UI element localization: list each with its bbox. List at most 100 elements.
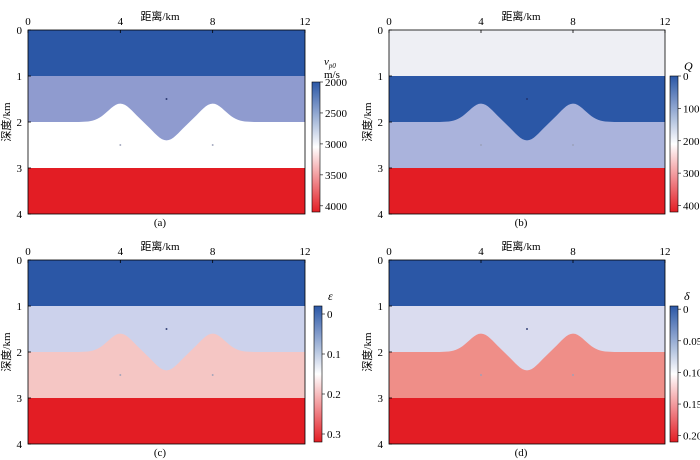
panel-label: (c) xyxy=(154,447,167,459)
colorbar-tick-label: 2500 xyxy=(325,108,348,120)
colorbar-tick-label: 0 xyxy=(683,71,689,83)
layer-top xyxy=(28,260,305,306)
y-axis-title: 深度/km xyxy=(360,102,374,142)
colorbar-title-main: v xyxy=(324,56,329,68)
layer-top xyxy=(389,30,665,76)
colorbar-title: ε xyxy=(328,289,333,303)
colorbar-tick-label: 3000 xyxy=(325,139,348,151)
x-tick-label: 8 xyxy=(210,16,216,28)
layer-bottom xyxy=(389,398,665,444)
x-axis-title: 距离/km xyxy=(140,239,180,253)
chart-panel-4: 0 4 8 12距离/km01234深度/km(d)00.050.100.150.20… xyxy=(360,239,700,459)
model-point xyxy=(165,328,168,330)
colorbar xyxy=(669,75,679,213)
colorbar-tick-label: 200 xyxy=(683,136,700,148)
colorbar-tick-label: 0.3 xyxy=(327,429,341,441)
x-tick-label: 0 xyxy=(25,16,31,28)
x-tick-label: 12 xyxy=(660,246,671,258)
y-tick-label: 2 xyxy=(17,347,23,359)
y-tick-label: 0 xyxy=(17,25,23,37)
colorbar-tick-label: 0.2 xyxy=(327,389,341,401)
colorbar-tick-label: 0.10 xyxy=(683,367,700,379)
y-tick-label: 1 xyxy=(17,301,23,313)
x-axis-title: 距离/km xyxy=(501,9,541,23)
x-axis-title: 距离/km xyxy=(140,9,180,23)
model-point xyxy=(526,328,528,330)
y-tick-label: 2 xyxy=(378,347,384,359)
x-tick-label: 12 xyxy=(300,246,311,258)
model-point xyxy=(211,374,214,376)
layer-bottom xyxy=(389,168,665,214)
model-point xyxy=(119,374,122,376)
y-tick-label: 2 xyxy=(17,117,23,129)
y-tick-label: 1 xyxy=(378,71,384,83)
colorbar xyxy=(669,305,679,443)
panel-label: (b) xyxy=(515,217,528,229)
colorbar xyxy=(313,305,323,443)
colorbar-tick-label: 3500 xyxy=(325,170,348,182)
x-tick-label: 12 xyxy=(300,16,311,28)
colorbar-tick-label: 0.15 xyxy=(683,399,700,411)
x-tick-label: 0 xyxy=(386,16,392,28)
y-tick-label: 4 xyxy=(378,439,384,451)
y-tick-label: 2 xyxy=(378,117,384,129)
layer-second-folded xyxy=(389,76,665,141)
y-tick-label: 0 xyxy=(17,255,23,267)
x-tick-label: 4 xyxy=(118,246,124,258)
y-tick-label: 0 xyxy=(378,25,384,37)
layer-bottom xyxy=(28,168,305,214)
layer-top xyxy=(389,260,665,306)
colorbar-tick-label: 2000 xyxy=(325,77,348,89)
colorbar-tick-label: 0.1 xyxy=(327,349,341,361)
layer-second-folded xyxy=(28,306,305,371)
y-tick-label: 1 xyxy=(378,301,384,313)
model-point xyxy=(119,144,122,146)
colorbar-title: Q xyxy=(684,59,693,73)
colorbar-tick-label: 0 xyxy=(683,304,689,316)
colorbar-tick-label: 100 xyxy=(683,103,700,115)
layer-top xyxy=(28,30,305,76)
colorbar-tick-label: 0 xyxy=(327,309,333,321)
colorbar-tick-label: 4000 xyxy=(325,201,348,213)
model-point xyxy=(211,144,214,146)
x-tick-label: 8 xyxy=(570,246,576,258)
x-tick-label: 8 xyxy=(570,16,576,28)
chart-panel-1: 0 4 8 12距离/km01234深度/km(a)20002500300035004… xyxy=(0,9,348,229)
colorbar-title-sub: p0 xyxy=(328,62,337,70)
y-tick-label: 0 xyxy=(378,255,384,267)
colorbar-tick-label: 0.20 xyxy=(683,431,700,443)
y-tick-label: 1 xyxy=(17,71,23,83)
model-point xyxy=(165,98,168,100)
colorbar-tick-label: 400 xyxy=(683,201,700,213)
x-tick-label: 4 xyxy=(478,246,484,258)
layer-second-folded xyxy=(28,76,305,141)
colorbar-title: vp0 xyxy=(324,56,336,70)
y-tick-label: 3 xyxy=(378,163,384,175)
model-point xyxy=(572,144,574,146)
model-point xyxy=(572,374,574,376)
model-point xyxy=(480,374,482,376)
x-tick-label: 4 xyxy=(118,16,124,28)
model-point xyxy=(480,144,482,146)
colorbar xyxy=(311,81,321,213)
x-tick-label: 12 xyxy=(660,16,671,28)
layer-second-folded xyxy=(389,306,665,371)
colorbar-tick-label: 0.05 xyxy=(683,336,700,348)
x-tick-label: 0 xyxy=(25,246,31,258)
colorbar-tick-label: 300 xyxy=(683,168,700,180)
x-tick-label: 4 xyxy=(478,16,484,28)
y-axis-title: 深度/km xyxy=(360,332,374,372)
y-tick-label: 4 xyxy=(17,439,23,451)
y-axis-title: 深度/km xyxy=(0,332,13,372)
y-tick-label: 3 xyxy=(17,393,23,405)
y-axis-title: 深度/km xyxy=(0,102,13,142)
colorbar-unit: m/s xyxy=(324,69,340,81)
y-tick-label: 3 xyxy=(17,163,23,175)
y-tick-label: 4 xyxy=(17,209,23,221)
y-tick-label: 3 xyxy=(378,393,384,405)
panel-label: (d) xyxy=(515,447,528,459)
layer-bottom xyxy=(28,398,305,444)
